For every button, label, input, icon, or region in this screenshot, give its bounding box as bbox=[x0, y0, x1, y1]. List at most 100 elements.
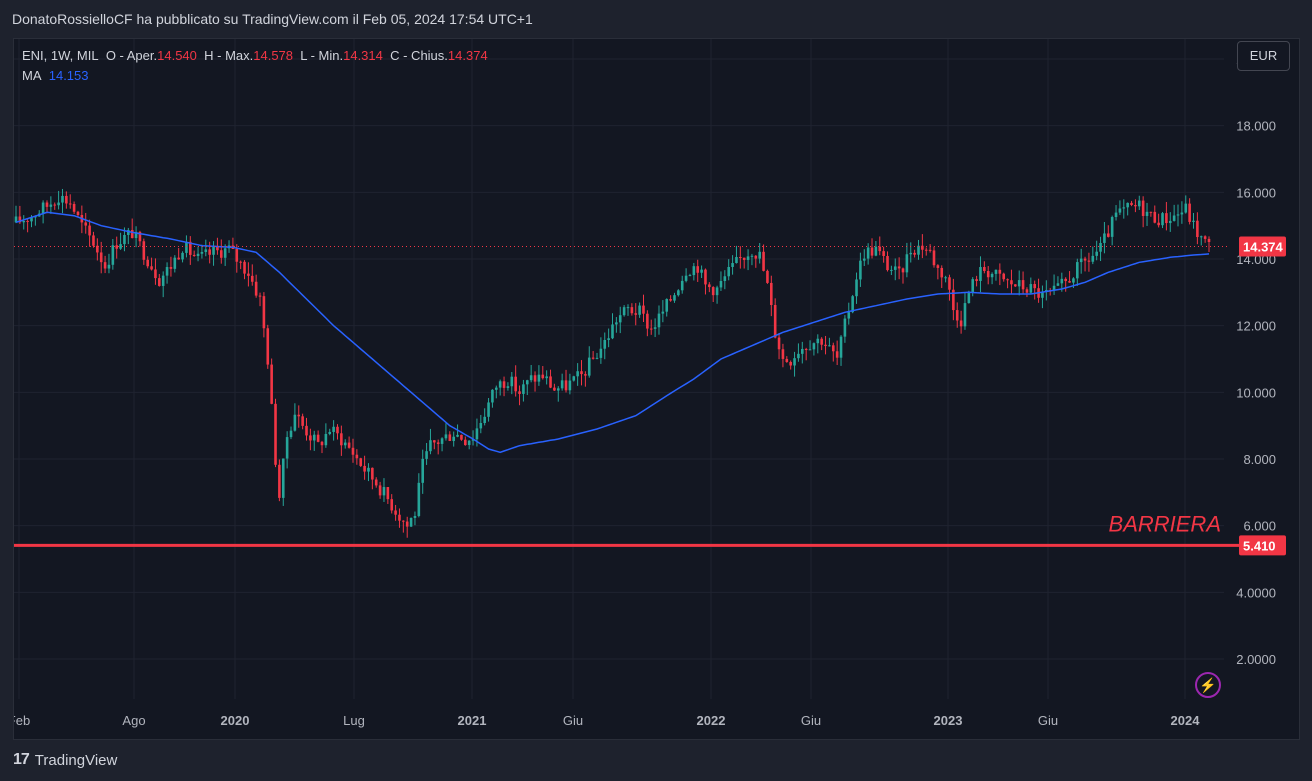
candle bbox=[61, 188, 64, 214]
candle bbox=[196, 246, 200, 262]
candle bbox=[777, 333, 781, 360]
candle bbox=[289, 426, 293, 440]
candle bbox=[398, 508, 401, 528]
candle bbox=[1122, 199, 1126, 219]
bolt-icon[interactable]: ⚡ bbox=[1195, 672, 1221, 698]
candle bbox=[553, 383, 556, 392]
candle bbox=[1188, 198, 1191, 225]
candle bbox=[963, 292, 967, 330]
candle bbox=[510, 372, 514, 395]
candle bbox=[1056, 276, 1060, 287]
candle bbox=[165, 262, 169, 284]
candle bbox=[223, 244, 227, 266]
x-tick-label: Giu bbox=[1038, 713, 1058, 728]
candle bbox=[250, 264, 254, 286]
candle bbox=[1079, 248, 1083, 274]
candle bbox=[127, 227, 130, 245]
barrier-text: BARRIERA bbox=[1109, 511, 1221, 536]
candle bbox=[402, 520, 405, 533]
candle bbox=[1203, 235, 1207, 243]
candle bbox=[518, 385, 521, 406]
candle bbox=[448, 431, 452, 442]
candle bbox=[793, 351, 796, 377]
candle bbox=[789, 360, 792, 370]
candle bbox=[506, 382, 510, 391]
candle bbox=[340, 425, 343, 456]
candle bbox=[204, 239, 208, 257]
candle bbox=[320, 440, 324, 454]
candle bbox=[704, 268, 707, 295]
candle bbox=[278, 459, 281, 502]
ma-label[interactable]: MA bbox=[22, 68, 42, 83]
candle bbox=[564, 369, 568, 393]
candle bbox=[785, 356, 789, 363]
candle bbox=[998, 263, 1002, 286]
ma-row: MA 14.153 bbox=[22, 66, 488, 86]
candle bbox=[746, 249, 750, 271]
candle bbox=[359, 457, 363, 467]
candle bbox=[568, 373, 572, 395]
candle bbox=[192, 250, 196, 257]
candle bbox=[739, 246, 742, 269]
candle bbox=[1010, 269, 1013, 294]
candle bbox=[696, 259, 700, 282]
candle bbox=[45, 200, 49, 214]
candle bbox=[483, 408, 486, 426]
candle bbox=[1045, 280, 1048, 301]
candle bbox=[909, 242, 913, 263]
candle bbox=[258, 292, 262, 307]
candle bbox=[859, 252, 862, 287]
candle bbox=[646, 310, 649, 337]
candle bbox=[498, 379, 502, 396]
candle bbox=[343, 439, 347, 449]
candle bbox=[673, 292, 676, 303]
candle bbox=[893, 258, 897, 281]
candle bbox=[142, 238, 146, 265]
candle bbox=[727, 259, 731, 281]
candle bbox=[312, 430, 316, 451]
candlestick-chart[interactable]: 2.00004.00006.0008.00010.00012.00014.000… bbox=[14, 39, 1299, 739]
candle bbox=[680, 275, 684, 294]
candle bbox=[103, 255, 107, 274]
candle bbox=[758, 243, 761, 264]
symbol-label[interactable]: ENI, 1W, MIL bbox=[22, 48, 99, 63]
candle bbox=[1021, 271, 1025, 295]
candle bbox=[529, 364, 533, 383]
x-tick-label: Ago bbox=[122, 713, 145, 728]
candle bbox=[1118, 200, 1122, 216]
currency-button[interactable]: EUR bbox=[1237, 41, 1290, 71]
candle bbox=[1176, 204, 1180, 227]
candle bbox=[831, 342, 835, 362]
candle bbox=[1192, 212, 1195, 229]
y-tick-label: 18.000 bbox=[1236, 119, 1276, 134]
candle bbox=[525, 379, 529, 396]
candle bbox=[1157, 213, 1160, 228]
candle bbox=[537, 365, 541, 386]
candle bbox=[1134, 199, 1137, 213]
candle bbox=[316, 430, 320, 443]
candle bbox=[773, 298, 777, 339]
chart-area[interactable]: 2.0000 4.0000 6.000 8.000 10.000 12.000 14.000… bbox=[13, 38, 1300, 740]
candle bbox=[239, 260, 242, 270]
candle bbox=[1137, 195, 1141, 210]
candle bbox=[254, 274, 258, 298]
candle bbox=[479, 414, 483, 434]
candle bbox=[1180, 201, 1184, 224]
candle bbox=[556, 386, 560, 402]
candle bbox=[754, 254, 758, 268]
candle bbox=[347, 436, 351, 449]
candle bbox=[622, 305, 626, 317]
candle bbox=[692, 262, 696, 281]
candle bbox=[467, 440, 471, 450]
candle bbox=[1149, 211, 1153, 217]
candle bbox=[975, 275, 978, 287]
candle bbox=[119, 232, 122, 250]
candle bbox=[1126, 202, 1129, 216]
y-tick-label: 6.000 bbox=[1243, 519, 1276, 534]
candle bbox=[979, 256, 982, 293]
candle bbox=[847, 302, 851, 325]
candle bbox=[367, 463, 370, 482]
candle bbox=[1196, 212, 1199, 245]
candle bbox=[134, 226, 138, 248]
candle bbox=[494, 385, 498, 399]
